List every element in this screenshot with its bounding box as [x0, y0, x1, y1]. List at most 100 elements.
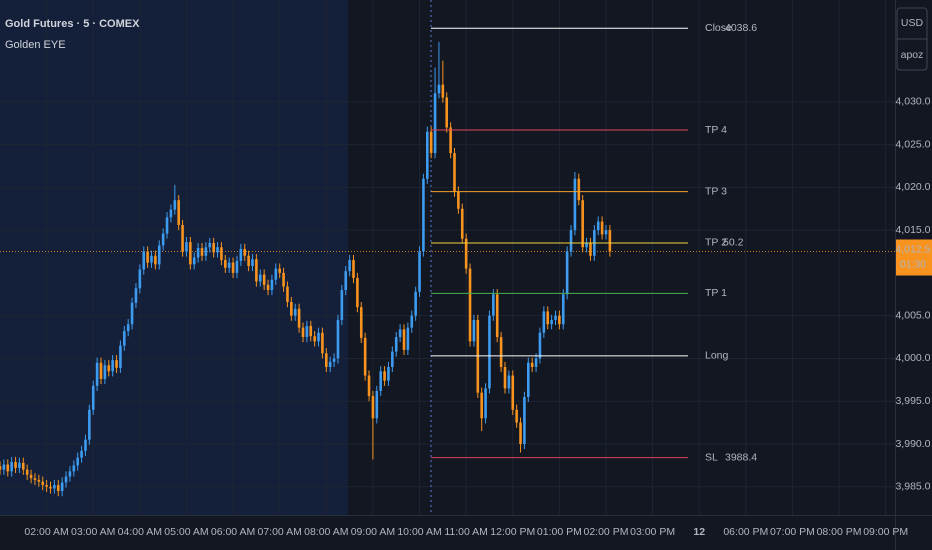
x-tick-label: 02:00 PM: [584, 526, 629, 538]
candle-body: [445, 97, 449, 128]
candle-body: [464, 238, 468, 269]
candle-body: [359, 307, 363, 338]
candle-body: [72, 465, 76, 472]
candle-body: [503, 367, 507, 389]
candle-body: [115, 360, 118, 368]
candle-body: [530, 362, 534, 368]
candle-body: [290, 301, 293, 316]
candle-body: [344, 271, 348, 291]
candle-body: [325, 353, 328, 368]
candle-body: [216, 247, 219, 253]
candle-body: [270, 279, 274, 291]
candle-body: [60, 482, 64, 492]
candle-body: [14, 461, 17, 468]
candle-body: [301, 327, 305, 338]
candle-body: [453, 153, 456, 192]
candle-body: [554, 315, 557, 320]
candle-body: [262, 274, 266, 285]
candle-body: [317, 332, 320, 342]
candle-body: [146, 251, 149, 263]
candle-body: [10, 461, 13, 472]
candle-body: [212, 242, 215, 253]
y-tick-label: 4,000.0: [895, 352, 930, 364]
candle-body: [418, 251, 421, 292]
candle-body: [224, 260, 227, 268]
candle-body: [49, 486, 52, 489]
candle-body: [142, 251, 146, 270]
candle-body: [398, 329, 402, 338]
candle-body: [293, 308, 297, 316]
candle-body: [550, 319, 553, 325]
x-tick-label: 05:00 AM: [164, 526, 208, 538]
candle-body: [581, 200, 584, 248]
y-tick-label: 3,995.0: [895, 395, 930, 407]
candle-body: [356, 278, 359, 308]
candle-body: [282, 272, 285, 287]
candle-body: [352, 260, 355, 279]
account[interactable]: apoz: [901, 49, 924, 61]
candle-body: [433, 93, 437, 154]
candle-body: [480, 392, 483, 419]
x-tick-label: 10:00 AM: [397, 526, 441, 538]
y-tick-label: 4,015.0: [895, 224, 930, 236]
candle-body: [429, 131, 433, 154]
candle-body: [134, 288, 138, 303]
x-tick-label: 09:00 PM: [863, 526, 908, 538]
candle-body: [76, 457, 79, 466]
candle-body: [84, 439, 87, 451]
x-tick-label: 08:00 PM: [817, 526, 862, 538]
candle-body: [45, 485, 48, 487]
x-tick-label: 12: [693, 526, 705, 538]
candle-body: [220, 247, 223, 261]
candle-body: [472, 319, 476, 342]
candle-body: [130, 302, 134, 325]
indicator-name: Golden EYE: [5, 39, 66, 51]
x-tick-label: 09:00 AM: [351, 526, 395, 538]
x-tick-label: 06:00 PM: [723, 526, 768, 538]
candle-body: [426, 131, 429, 179]
candle-body: [608, 230, 612, 252]
candle-body: [64, 476, 68, 483]
level-label: TP 4: [705, 124, 727, 136]
candle-body: [313, 336, 316, 342]
candle-body: [457, 191, 460, 209]
candle-body: [208, 242, 212, 248]
x-tick-label: 12:00 PM: [490, 526, 535, 538]
candle-body: [484, 388, 487, 419]
candle-body: [88, 409, 91, 440]
candle-body: [53, 485, 56, 489]
candle-body: [511, 375, 515, 410]
candle-body: [534, 358, 538, 368]
candle-body: [565, 251, 569, 295]
candle-body: [437, 84, 441, 94]
candle-body: [255, 259, 258, 282]
candle-body: [328, 361, 332, 368]
candle-body: [181, 224, 184, 252]
candle-body: [119, 345, 122, 368]
candle-body: [573, 178, 577, 231]
currency[interactable]: USD: [901, 17, 924, 29]
y-tick-label: 3,990.0: [895, 438, 930, 450]
last-price-label: 4,012.5: [895, 243, 930, 255]
candle-body: [99, 362, 103, 379]
candle-body: [18, 462, 21, 468]
candle-body: [0, 466, 2, 470]
candle-body: [297, 308, 301, 328]
candle-body: [499, 337, 503, 368]
candle-body: [165, 217, 169, 234]
candle-body: [173, 200, 177, 210]
candle-body: [177, 200, 180, 225]
candle-body: [561, 294, 565, 325]
candle-body: [523, 396, 526, 444]
candle-body: [111, 360, 114, 372]
candle-body: [596, 221, 600, 231]
candle-body: [169, 209, 173, 218]
candle-body: [204, 247, 208, 256]
candle-body: [138, 269, 142, 289]
level-value: 3988.4: [725, 451, 757, 463]
x-tick-label: 03:00 PM: [630, 526, 675, 538]
candle-body: [604, 230, 608, 235]
candle-body: [192, 257, 196, 265]
candle-body: [227, 262, 231, 268]
